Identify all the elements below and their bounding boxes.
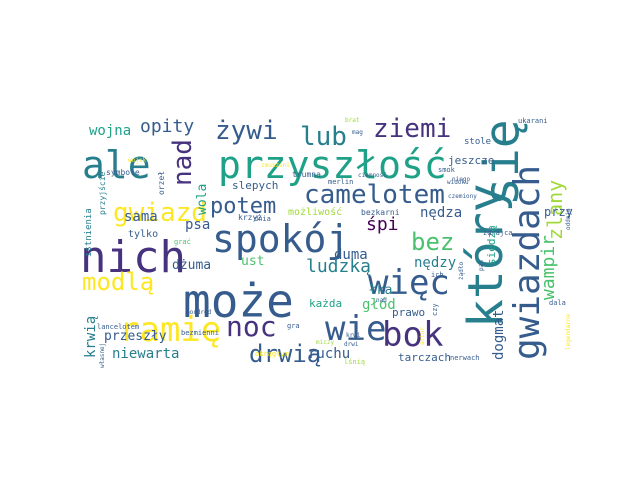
word: noc [226,310,277,343]
word: niego [452,176,471,183]
word: artur [419,326,426,345]
word: psa [185,217,211,233]
word: potem [210,194,277,219]
word: legendarne [565,313,572,350]
word: brat [345,117,360,124]
word: lub [300,122,347,152]
word: gra [287,322,300,330]
word: drwią [249,340,322,368]
word: krzyż [238,213,263,222]
word: ich [431,271,444,279]
word: ust [241,254,265,269]
word: wojsk [128,157,147,164]
word: ale [82,143,151,187]
word: tylko [128,229,159,240]
word: oddają [565,208,572,230]
word: czemiony [448,193,477,200]
word: mordred [186,309,212,316]
word: dnia [254,215,271,223]
word: może [183,274,294,328]
word: przeszły [104,329,167,344]
word: przyjście [98,171,107,215]
word: każda [309,297,343,310]
word: wampir [538,234,559,300]
word: nich [80,232,186,283]
word: nędzy [414,255,457,271]
word: niewarta [112,346,180,362]
word: camelotem [304,180,445,210]
word: bok [382,315,444,355]
word: widoku [447,179,469,186]
word: przy [544,205,573,219]
word: dżuma [172,258,212,273]
word: przyszłość [218,143,447,187]
word: trumna [292,170,321,179]
word: bezkarni [361,208,400,217]
word: bezmienni [181,329,219,337]
word: dala [549,299,566,307]
word: spokój [212,217,350,261]
word: stole [464,137,492,147]
word: miczy [316,339,335,346]
word: wola [195,183,210,215]
word: duma [334,247,368,263]
word: slepych [232,179,279,192]
word: smok [438,166,455,174]
word: zdrajca [483,229,513,237]
word: tarczach [398,351,451,364]
word: merlin [328,178,354,186]
word: krwią [83,315,99,358]
word: wojna [89,123,132,139]
word: prawo [392,306,426,319]
word: nad [168,139,198,186]
word: opity [140,116,195,137]
word: krwi [346,332,361,339]
word: orzeł [157,170,166,195]
word: sama [124,209,158,225]
word: ukarani [518,117,548,125]
word: ciemność [358,172,387,179]
word: wie [325,309,387,349]
word: żądło [458,261,465,280]
word: istnienia [84,208,94,257]
word: modlą [82,268,155,296]
word: bez [411,228,455,256]
word: pan [478,260,485,271]
word: jeszcze [448,154,495,167]
word: więc [368,263,450,303]
word: nędza [420,205,463,221]
word: możliwość [288,207,343,218]
word: żywi [215,116,278,146]
word: ruchu [308,346,351,362]
word: gwiazd [113,198,207,228]
word: lancelotem [97,323,140,331]
word: śpi [366,214,399,235]
word: symbole [106,168,140,177]
word: nad [376,297,387,304]
word: grać [174,238,191,246]
word: mag [352,129,363,136]
word: nerwach [450,354,480,362]
word: ziemi [373,114,452,144]
word: ludzką [306,256,372,277]
word: zmuszeni [261,162,290,169]
word: lśnią [344,358,366,366]
word: okrągłym [255,350,289,358]
word: głód [362,297,396,313]
word: własnej [99,342,106,368]
word: czy [431,303,439,316]
word: drwi [344,341,359,348]
word: łka [369,283,393,298]
word: dogmat [491,309,507,360]
word: ramię [119,310,222,350]
